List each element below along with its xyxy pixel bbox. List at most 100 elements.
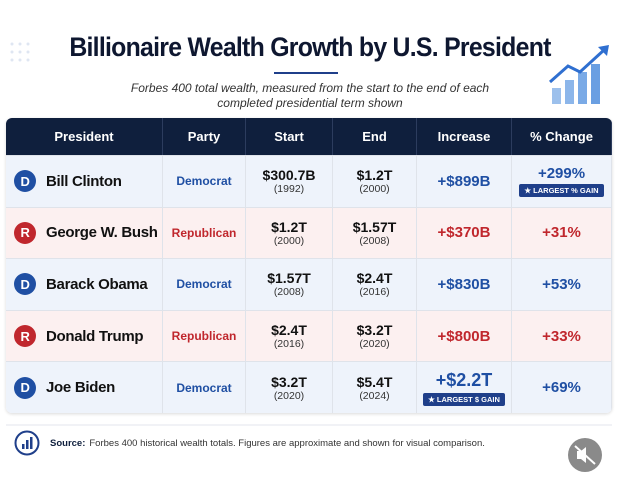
party-badge: D <box>14 170 36 193</box>
end-cell: $2.4T (2016) <box>333 259 417 310</box>
party-cell: Democrat <box>163 156 246 207</box>
column-header: End <box>333 118 417 155</box>
president-cell: R Donald Trump <box>6 310 163 362</box>
president-name: Donald Trump <box>46 327 144 345</box>
end-year: (2024) <box>359 389 390 402</box>
end-year: (2020) <box>359 338 390 351</box>
president-name: Barack Obama <box>46 275 148 293</box>
source-icon <box>14 430 40 456</box>
start-year: (2000) <box>273 234 305 247</box>
president-cell: D Barack Obama <box>6 259 163 310</box>
table: President Party Start End Increase% Change D B… <box>6 118 612 413</box>
end-year: (2000) <box>359 183 390 196</box>
table-row: R George W. Bush Republican $1.2T (2000) $1.5… <box>6 206 612 259</box>
president-cell: D Bill Clinton <box>6 156 163 207</box>
increase-cell: +$899B <box>417 156 512 207</box>
party-badge: D <box>14 273 36 296</box>
party-cell: Democrat <box>163 362 246 413</box>
percent-change: +69% <box>542 379 581 397</box>
change-cell: +33% <box>512 310 612 362</box>
end-cell: $1.2T (2000) <box>333 156 417 207</box>
party-cell: Republican <box>163 207 246 259</box>
party-cell: Democrat <box>163 259 246 310</box>
start-value: $2.4T <box>271 322 307 339</box>
president-name: George W. Bush <box>46 224 158 242</box>
increase-cell: +$830B <box>417 259 512 310</box>
percent-change: +33% <box>542 327 581 345</box>
table-row: D Barack Obama Democrat $1.57T (2008) $2.4T (2… <box>6 258 612 310</box>
start-year: (2008) <box>273 286 305 299</box>
end-value: $5.4T <box>356 373 393 390</box>
start-value: $3.2T <box>271 373 307 390</box>
percent-change: +53% <box>542 275 581 293</box>
growth-icon <box>549 45 609 104</box>
president-cell: R George W. Bush <box>6 207 163 259</box>
increase: +$2.2T <box>435 369 493 390</box>
president-name: Bill Clinton <box>46 172 122 190</box>
title-rule <box>274 72 338 74</box>
president-cell: D Joe Biden <box>6 362 163 413</box>
end-value: $3.2T <box>356 322 393 339</box>
party-badge: R <box>14 221 36 244</box>
dot-grid <box>10 42 30 62</box>
end-value: $1.2T <box>356 167 393 184</box>
change-note: ★ LARGEST % GAIN <box>519 184 604 198</box>
increase-cell: +$2.2T ★ LARGEST $ GAIN <box>417 362 512 413</box>
increase: +$899B <box>437 172 491 190</box>
start-cell: $3.2T (2020) <box>246 362 333 413</box>
change-cell: +69% <box>512 362 612 413</box>
subtitle: Forbes 400 total wealth, measured from t… <box>130 81 490 110</box>
percent-change: +31% <box>542 224 581 242</box>
start-year: (2016) <box>273 338 305 351</box>
increase: +$830B <box>437 275 491 293</box>
party-badge: D <box>14 376 36 399</box>
party: Republican <box>171 329 237 344</box>
party: Democrat <box>176 174 232 189</box>
end-value: $2.4T <box>356 270 393 287</box>
end-cell: $1.57T (2008) <box>333 207 417 259</box>
column-header: Increase <box>417 118 512 155</box>
party-badge: R <box>14 325 36 348</box>
mute-button[interactable] <box>568 438 602 472</box>
start-cell: $1.2T (2000) <box>246 207 333 259</box>
title: Billionaire Wealth Growth by U.S. Presid… <box>69 32 551 62</box>
table-row: R Donald Trump Republican $2.4T (2016) $3.2T(… <box>6 309 612 362</box>
table-row: D Bill Clinton Democrat $300.7B (1992) $1.2T(… <box>6 155 612 207</box>
change-cell: +299% ★ LARGEST % GAIN <box>512 156 612 207</box>
president-name: Joe Biden <box>46 379 115 397</box>
column-header: % Change <box>512 118 612 155</box>
start-cell: $2.4T (2016) <box>246 310 333 362</box>
change-cell: +53% <box>512 259 612 310</box>
start-year: (1992) <box>273 183 305 196</box>
source-label: Source: <box>50 437 86 449</box>
change-cell: +31% <box>512 207 612 259</box>
start-cell: $300.7B (1992) <box>246 156 333 207</box>
increase: +$800B <box>437 327 491 345</box>
end-year: (2008) <box>359 234 390 247</box>
end-cell: $5.4T (2024) <box>333 362 417 413</box>
party: Republican <box>171 225 237 240</box>
footer: Source: Forbes 400 historical wealth tot… <box>14 430 604 456</box>
percent-change: +299% <box>537 165 586 183</box>
increase-note: ★ LARGEST $ GAIN <box>423 392 505 406</box>
start-cell: $1.57T (2008) <box>246 259 333 310</box>
increase-cell: +$800B <box>417 310 512 362</box>
column-header: President <box>6 118 163 155</box>
party: Democrat <box>176 380 232 395</box>
source-text: Forbes 400 historical wealth totals. Fig… <box>89 437 485 449</box>
party: Democrat <box>176 277 232 292</box>
increase-cell: +$370B <box>417 207 512 259</box>
end-year: (2016) <box>359 286 390 299</box>
start-year: (2020) <box>273 389 305 402</box>
column-header: Party <box>163 118 246 155</box>
start-value: $300.7B <box>262 167 316 184</box>
increase: +$370B <box>437 224 491 242</box>
table-row: D Joe Biden Democrat $3.2T (2020) $5.4T (2024)… <box>6 361 612 413</box>
header-row: President Party Start End Increase% Change <box>6 118 612 155</box>
end-cell: $3.2T (2020) <box>333 310 417 362</box>
start-value: $1.2T <box>271 218 307 235</box>
party-cell: Republican <box>163 310 246 362</box>
end-value: $1.57T <box>352 218 397 235</box>
